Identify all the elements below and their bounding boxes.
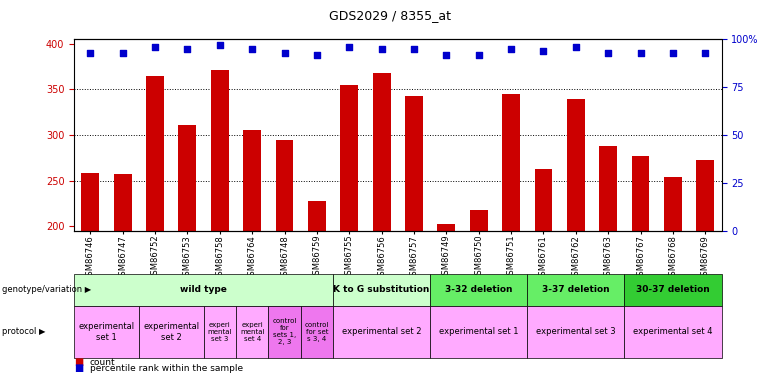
Text: experimental set 4: experimental set 4: [633, 327, 713, 336]
Bar: [146, 76, 164, 375]
Text: 30-37 deletion: 30-37 deletion: [636, 285, 710, 294]
Point: [602, 50, 615, 56]
Point: [440, 52, 452, 58]
Bar: [340, 85, 358, 375]
Point: [343, 44, 356, 50]
Text: experi
mental
set 4: experi mental set 4: [240, 322, 264, 342]
Text: 3-37 deletion: 3-37 deletion: [542, 285, 610, 294]
Point: [473, 52, 485, 58]
Bar: [534, 169, 552, 375]
Text: ■: ■: [74, 363, 83, 373]
Bar: [470, 210, 488, 375]
Text: experi
mental
set 3: experi mental set 3: [207, 322, 232, 342]
Point: [699, 50, 711, 56]
Text: count: count: [90, 358, 115, 367]
Bar: [438, 224, 456, 375]
Point: [375, 46, 388, 52]
Point: [667, 50, 679, 56]
Bar: [599, 146, 617, 375]
Bar: [243, 130, 261, 375]
Text: experimental set 3: experimental set 3: [536, 327, 615, 336]
Text: wild type: wild type: [180, 285, 227, 294]
Bar: [664, 177, 682, 375]
Text: experimental
set 2: experimental set 2: [144, 322, 199, 342]
Bar: [567, 99, 585, 375]
Text: ■: ■: [74, 357, 83, 367]
Bar: [211, 70, 229, 375]
Bar: [275, 141, 293, 375]
Text: protocol ▶: protocol ▶: [2, 327, 46, 336]
Point: [116, 50, 129, 56]
Text: GDS2029 / 8355_at: GDS2029 / 8355_at: [329, 9, 451, 22]
Bar: [81, 173, 99, 375]
Text: 3-32 deletion: 3-32 deletion: [445, 285, 512, 294]
Point: [214, 42, 226, 48]
Point: [569, 44, 582, 50]
Point: [634, 50, 647, 56]
Text: experimental
set 1: experimental set 1: [79, 322, 134, 342]
Point: [84, 50, 97, 56]
Bar: [179, 125, 197, 375]
Bar: [114, 174, 132, 375]
Point: [408, 46, 420, 52]
Point: [537, 48, 550, 54]
Bar: [632, 156, 650, 375]
Text: K to G substitution: K to G substitution: [333, 285, 430, 294]
Point: [278, 50, 291, 56]
Bar: [502, 94, 520, 375]
Text: percentile rank within the sample: percentile rank within the sample: [90, 364, 243, 373]
Text: experimental set 1: experimental set 1: [439, 327, 519, 336]
Point: [149, 44, 161, 50]
Point: [181, 46, 193, 52]
Text: genotype/variation ▶: genotype/variation ▶: [2, 285, 91, 294]
Text: experimental set 2: experimental set 2: [342, 327, 421, 336]
Text: control
for
sets 1,
2, 3: control for sets 1, 2, 3: [272, 318, 296, 345]
Text: control
for set
s 3, 4: control for set s 3, 4: [305, 322, 329, 342]
Bar: [308, 201, 326, 375]
Bar: [373, 73, 391, 375]
Bar: [697, 160, 714, 375]
Point: [246, 46, 258, 52]
Point: [310, 52, 323, 58]
Bar: [405, 96, 423, 375]
Point: [505, 46, 517, 52]
